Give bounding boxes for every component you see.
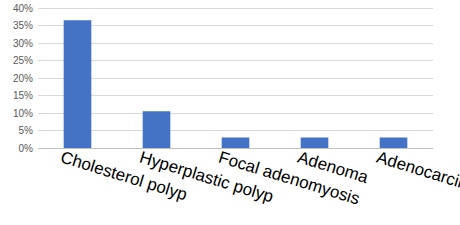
grid-line <box>38 8 433 9</box>
y-tick-label: 25% <box>13 55 33 66</box>
y-tick-label: 5% <box>19 125 34 136</box>
grid-line <box>38 60 433 61</box>
y-tick-label: 20% <box>13 73 33 84</box>
y-tick-label: 10% <box>13 108 33 119</box>
y-tick-label: 0% <box>19 143 34 154</box>
grid-line <box>38 113 433 114</box>
grid-line <box>38 25 433 26</box>
chart-svg: 0%5%10%15%20%25%30%35%40%Cholesterol pol… <box>0 0 460 225</box>
bar <box>143 111 171 148</box>
y-tick-label: 35% <box>13 20 33 31</box>
bar <box>222 138 250 149</box>
grid-line <box>38 43 433 44</box>
bar <box>64 20 92 148</box>
grid-line <box>38 78 433 79</box>
bars <box>64 20 408 148</box>
bar <box>380 138 408 149</box>
grid-line <box>38 130 433 131</box>
chart-container: 0%5%10%15%20%25%30%35%40%Cholesterol pol… <box>0 0 460 225</box>
y-tick-label: 30% <box>13 38 33 49</box>
grid-line <box>38 95 433 96</box>
x-tick-label: Adenocarcinoma <box>374 148 460 204</box>
y-tick-label: 40% <box>13 3 33 14</box>
bar <box>301 138 329 149</box>
x-tick-label: Adenoma <box>295 148 371 188</box>
y-tick-label: 15% <box>13 90 33 101</box>
